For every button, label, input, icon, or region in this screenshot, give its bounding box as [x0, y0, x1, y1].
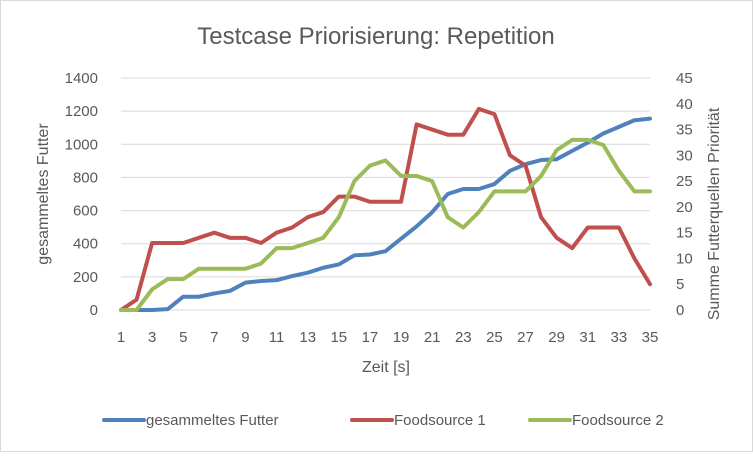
x-tick-label: 13	[299, 329, 316, 346]
x-tick-label: 19	[393, 329, 410, 346]
x-tick-label: 33	[611, 329, 628, 346]
x-tick-label: 35	[642, 329, 659, 346]
x-tick-label: 17	[362, 329, 379, 346]
x-tick-label: 31	[579, 329, 596, 346]
x-tick-label: 21	[424, 329, 441, 346]
y2-axis-label: Summe Futterquellen Priorität	[706, 107, 723, 320]
y-tick-label: 400	[73, 236, 98, 253]
y-tick-label: 1400	[65, 70, 98, 87]
axes: 0200400600800100012001400051015202530354…	[65, 70, 693, 346]
series-lines	[119, 106, 652, 312]
y2-tick-label: 35	[676, 122, 693, 139]
legend-label: Foodsource 1	[394, 412, 486, 429]
y2-tick-label: 25	[676, 173, 693, 190]
x-axis-label: Zeit [s]	[362, 359, 410, 376]
x-tick-label: 15	[330, 329, 347, 346]
y-tick-label: 800	[73, 169, 98, 186]
y2-tick-label: 30	[676, 147, 693, 164]
x-tick-label: 7	[210, 329, 218, 346]
y2-tick-label: 5	[676, 276, 684, 293]
x-tick-label: 11	[269, 329, 285, 346]
y-tick-label: 200	[73, 269, 98, 286]
y2-tick-label: 20	[676, 199, 693, 216]
y-tick-label: 0	[90, 302, 98, 319]
legend: gesammeltes Futter Foodsource 1 Foodsource…	[102, 412, 664, 429]
series-line	[119, 116, 652, 312]
y2-tick-label: 40	[676, 96, 693, 113]
chart-title: Testcase Priorisierung: Repetition	[197, 23, 555, 50]
y-tick-label: 600	[73, 203, 98, 220]
x-tick-label: 3	[148, 329, 156, 346]
y2-tick-label: 10	[676, 250, 693, 267]
gridlines	[121, 77, 650, 278]
legend-label: gesammeltes Futter	[146, 412, 279, 429]
x-tick-label: 23	[455, 329, 472, 346]
x-tick-label: 29	[548, 329, 565, 346]
y2-tick-label: 45	[676, 70, 693, 87]
x-tick-label: 27	[517, 329, 534, 346]
series-line	[119, 137, 652, 312]
y-tick-label: 1200	[65, 103, 98, 120]
series-line	[119, 106, 652, 312]
x-tick-label: 9	[241, 329, 249, 346]
x-tick-label: 5	[179, 329, 187, 346]
y2-tick-label: 15	[676, 225, 693, 242]
y2-tick-label: 0	[676, 302, 684, 319]
legend-label: Foodsource 2	[572, 412, 664, 429]
y-axis-label: gesammeltes Futter	[35, 123, 52, 265]
x-tick-label: 25	[486, 329, 503, 346]
y-tick-label: 1000	[65, 136, 98, 153]
x-tick-label: 1	[117, 329, 125, 346]
